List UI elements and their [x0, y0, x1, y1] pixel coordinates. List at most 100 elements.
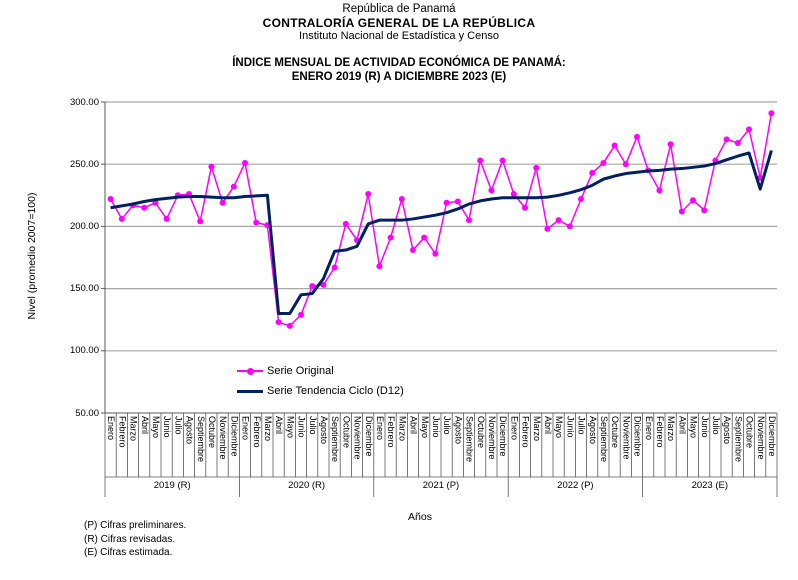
month-label: Noviembre — [621, 416, 632, 460]
serie-original-marker — [253, 219, 260, 226]
serie-original-marker — [544, 225, 551, 232]
month-label: Mayo — [285, 416, 296, 439]
legend-marker-serie-original — [237, 367, 263, 375]
serie-original-marker — [208, 163, 215, 170]
year-group-label: 2019 (R) — [153, 480, 191, 491]
chart-title-line2: ENERO 2019 (R) A DICIEMBRE 2023 (E) — [291, 71, 507, 83]
month-label: Julio — [307, 416, 318, 435]
y-tick-label: 200.00 — [69, 220, 99, 232]
month-label: Septiembre — [464, 416, 475, 463]
serie-original-marker — [634, 133, 640, 140]
serie-original-marker — [499, 157, 506, 164]
serie-original-marker — [622, 161, 629, 168]
serie-original-marker — [387, 234, 394, 241]
month-label: Agosto — [318, 416, 329, 445]
month-label: Noviembre — [352, 416, 363, 460]
month-label: Abril — [408, 416, 419, 435]
legend: Serie Original Serie Tendencia Ciclo (D1… — [237, 361, 404, 401]
month-label: Agosto — [184, 416, 195, 445]
serie-original-marker — [298, 311, 304, 318]
month-label: Enero — [643, 416, 654, 441]
month-label: Abril — [542, 416, 553, 435]
serie-original-marker — [466, 217, 472, 224]
month-label: Febrero — [520, 416, 531, 448]
serie-original-marker — [678, 208, 685, 215]
legend-entry-serie-original: Serie Original — [237, 361, 404, 381]
serie-original-marker — [141, 204, 148, 211]
month-label: Abril — [677, 416, 688, 435]
serie-original-marker — [510, 191, 517, 198]
month-label: Marzo — [666, 416, 677, 442]
serie-original-marker — [230, 183, 237, 190]
month-label: Julio — [710, 416, 721, 435]
serie-original-marker — [701, 207, 708, 214]
serie-original-marker — [242, 159, 248, 166]
serie-original-marker — [342, 220, 349, 227]
serie-original-marker — [533, 164, 540, 171]
legend-label-serie-original: Serie Original — [267, 365, 334, 377]
month-label: Octubre — [206, 416, 217, 449]
serie-original-marker — [555, 217, 562, 224]
serie-original-marker — [163, 215, 170, 222]
serie-original-marker — [600, 159, 607, 166]
year-group-label: 2023 (E) — [691, 480, 728, 491]
year-group-label: 2021 (P) — [422, 480, 460, 491]
serie-original-marker — [320, 281, 327, 288]
serie-original-marker — [734, 140, 741, 147]
month-label: Octubre — [475, 416, 486, 449]
month-label: Septiembre — [195, 416, 206, 463]
x-axis-title: Años — [408, 511, 432, 523]
month-label: Julio — [173, 416, 184, 435]
serie-original-marker — [398, 196, 405, 203]
serie-original-marker — [488, 187, 495, 194]
month-label: Noviembre — [486, 416, 497, 460]
month-label: Abril — [139, 416, 150, 435]
serie-original-marker — [454, 198, 461, 205]
serie-original-marker — [566, 223, 573, 230]
month-label: Septiembre — [733, 416, 744, 463]
month-label: Febrero — [117, 416, 128, 448]
serie-original-marker — [197, 218, 204, 225]
month-label: Enero — [509, 416, 520, 441]
serie-original-marker — [118, 215, 125, 222]
serie-original-marker — [589, 169, 596, 176]
header-subinstitution: Instituto Nacional de Estadística y Cens… — [299, 30, 499, 42]
serie-tendencia-line — [110, 150, 773, 315]
month-label: Mayo — [688, 416, 699, 439]
header-country: República de Panamá — [342, 3, 456, 15]
month-label: Diciembre — [766, 416, 777, 457]
month-label: Abril — [274, 416, 285, 435]
month-label: Mayo — [554, 416, 565, 439]
header-institution: CONTRALORÍA GENERAL DE LA REPÚBLICA — [262, 16, 536, 30]
month-label: Marzo — [262, 416, 273, 442]
y-tick-label: 100.00 — [69, 345, 99, 357]
month-label: Diciembre — [632, 416, 643, 457]
y-tick-label: 250.00 — [69, 158, 99, 170]
serie-original-marker — [746, 126, 752, 133]
month-label: Octubre — [341, 416, 352, 449]
month-label: Enero — [374, 416, 385, 441]
serie-original-marker — [690, 197, 696, 204]
y-tick-label: 150.00 — [69, 283, 99, 295]
month-label: Octubre — [744, 416, 755, 449]
month-label: Junio — [430, 416, 441, 438]
month-label: Junio — [699, 416, 710, 438]
serie-original-marker — [421, 234, 428, 241]
serie-original-marker — [768, 110, 775, 117]
month-label: Septiembre — [598, 416, 609, 463]
serie-original-marker — [107, 196, 114, 203]
serie-original-marker — [286, 322, 293, 329]
month-label: Diciembre — [363, 416, 374, 457]
serie-original-marker — [365, 191, 372, 198]
footnote-estimada: (E) Cifras estimada. — [84, 547, 173, 558]
month-label: Julio — [576, 416, 587, 435]
month-label: Marzo — [397, 416, 408, 442]
footnote-preliminares: (P) Cifras preliminares. — [84, 520, 187, 531]
legend-label-tendencia: Serie Tendencia Ciclo (D12) — [267, 385, 404, 397]
serie-original-marker — [611, 142, 618, 149]
month-label: Mayo — [419, 416, 430, 439]
footnotes: (P) Cifras preliminares. (R) Cifras revi… — [84, 519, 186, 560]
serie-original-marker — [410, 247, 416, 254]
serie-original-marker — [376, 263, 383, 270]
